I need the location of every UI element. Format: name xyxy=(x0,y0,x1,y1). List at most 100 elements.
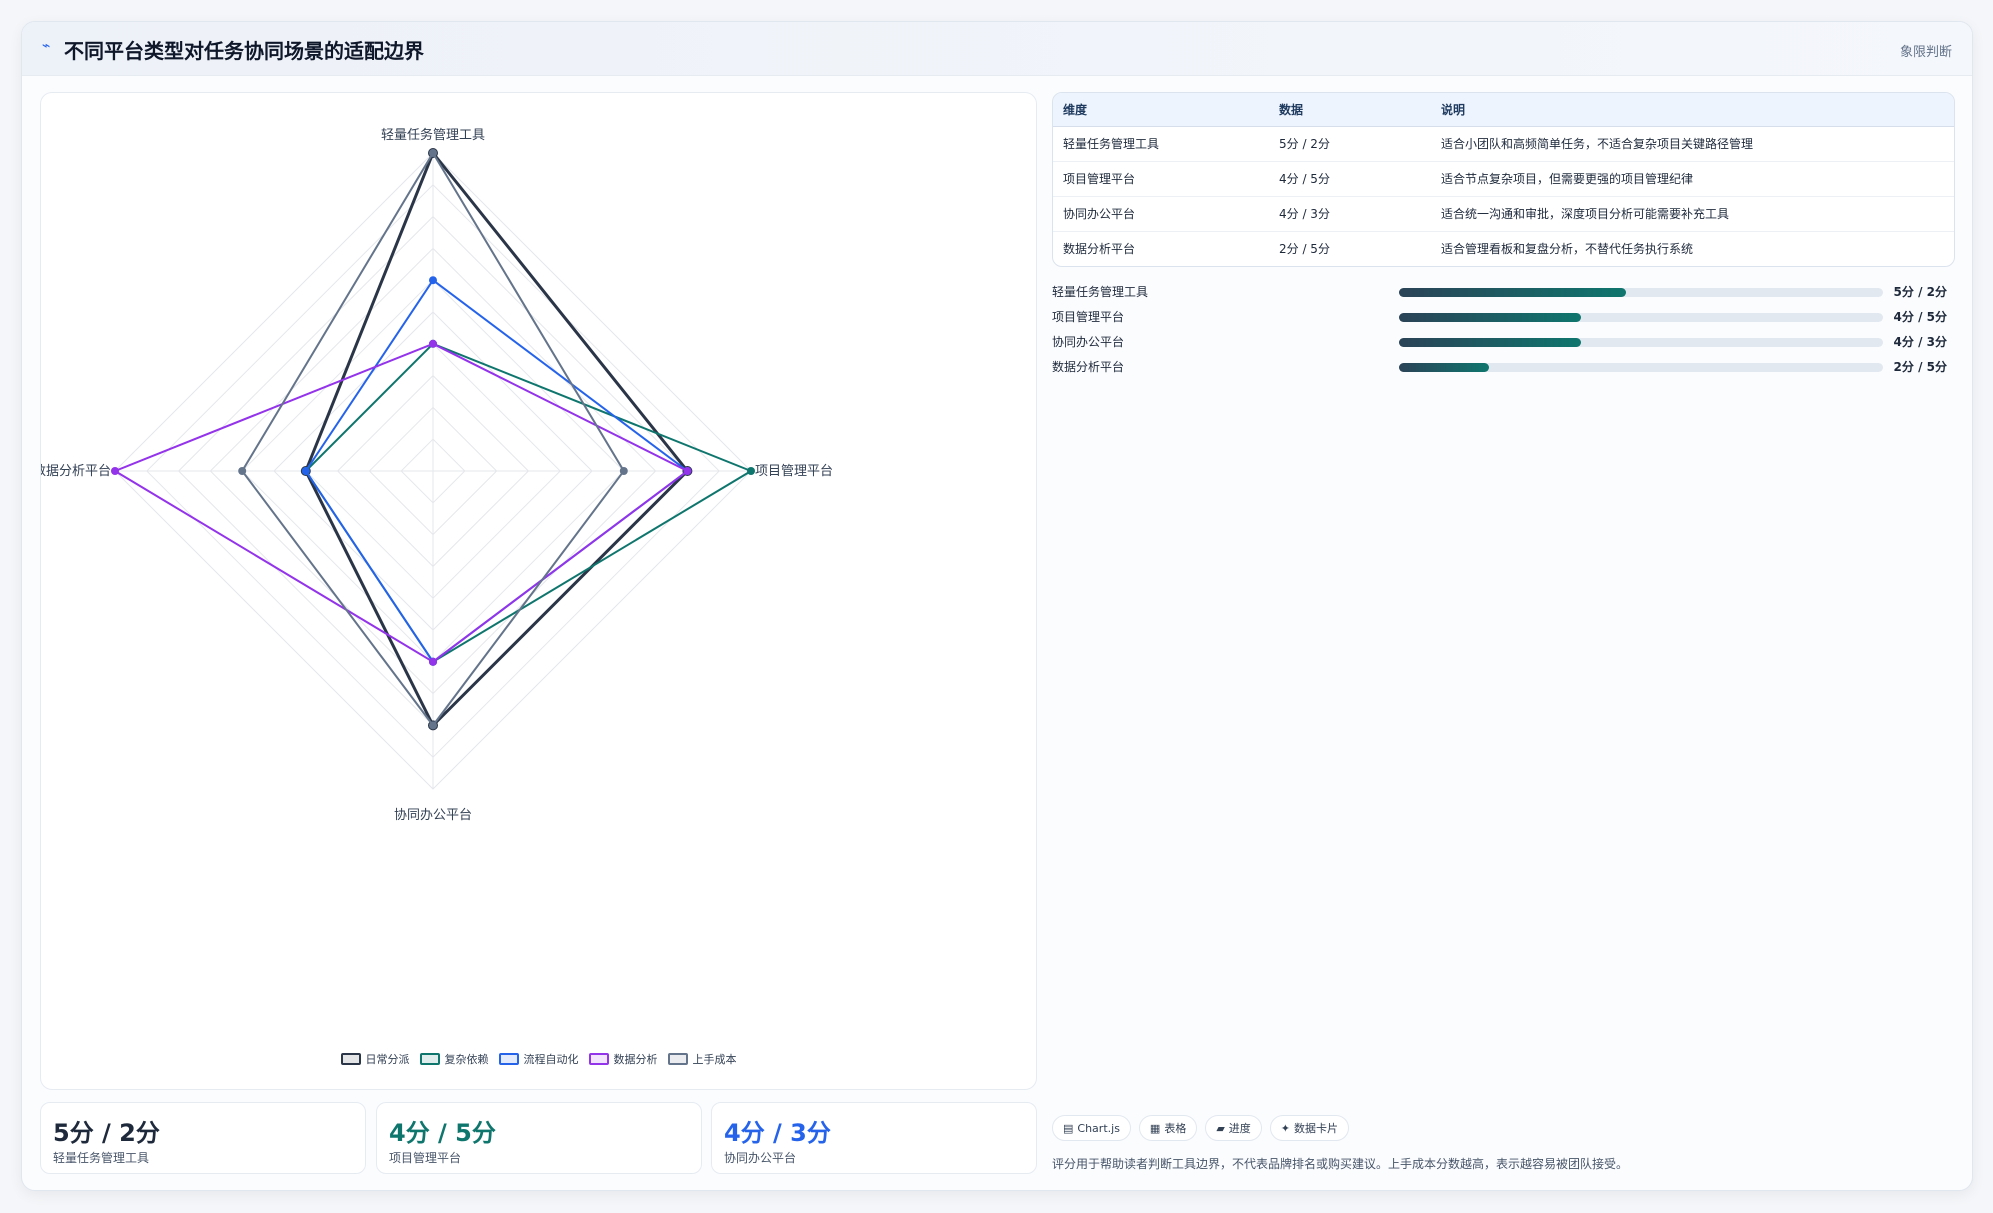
tech-chips: ▤ Chart.js ▦ 表格 ▰ 进度 ✦ 数据卡片 xyxy=(1052,1115,1350,1141)
data-point xyxy=(619,467,628,475)
progress-label: 协同办公平台 xyxy=(1052,335,1125,349)
legend-item[interactable]: 数据分析 xyxy=(588,1051,658,1067)
data-point xyxy=(301,467,310,475)
table-cell: 轻量任务管理工具 xyxy=(1053,126,1269,162)
progress-track xyxy=(1399,288,1883,297)
progress-value: 4分 / 5分 xyxy=(1893,310,1947,324)
progress-fill xyxy=(1399,313,1581,322)
data-point xyxy=(429,657,437,666)
progress-fill xyxy=(1399,363,1489,372)
progress-icon: ▰ xyxy=(1216,1121,1225,1135)
page-title: 不同平台类型对任务协同场景的适配边界 xyxy=(64,39,424,63)
column-header: 说明 xyxy=(1431,93,1954,127)
progress-row: 项目管理平台 4分 / 5分 xyxy=(1052,303,1955,328)
table-row: 轻量任务管理工具 5分 / 2分 适合小团队和高频简单任务，不适合复杂项目关键路… xyxy=(1053,126,1954,162)
kpi-card-3: 4分 / 3分 协同办公平台 xyxy=(711,1102,1037,1174)
kpi-value: 5分 / 2分 xyxy=(53,1119,160,1147)
table-cell: 适合统一沟通和审批，深度项目分析可能需要补充工具 xyxy=(1431,196,1954,232)
chip-card[interactable]: ✦ 数据卡片 xyxy=(1269,1115,1350,1141)
chip-label: 进度 xyxy=(1228,1122,1251,1135)
legend-swatch xyxy=(419,1053,440,1065)
kpi-label: 项目管理平台 xyxy=(389,1151,462,1165)
legend-swatch xyxy=(667,1053,688,1065)
legend-label: 复杂依赖 xyxy=(444,1053,489,1066)
progress-track xyxy=(1399,338,1883,347)
kpi-label: 协同办公平台 xyxy=(724,1151,797,1165)
kpi-label: 轻量任务管理工具 xyxy=(53,1151,150,1165)
kpi-card-1: 5分 / 2分 轻量任务管理工具 xyxy=(40,1102,366,1174)
progress-label: 数据分析平台 xyxy=(1052,360,1125,374)
progress-value: 2分 / 5分 xyxy=(1893,360,1947,374)
legend-item[interactable]: 日常分派 xyxy=(340,1051,410,1067)
axis-label: 协同办公平台 xyxy=(394,808,472,823)
progress-label: 轻量任务管理工具 xyxy=(1052,285,1149,299)
data-point xyxy=(429,149,437,157)
column-header: 数据 xyxy=(1269,93,1431,127)
legend-swatch xyxy=(498,1053,519,1065)
table-cell: 4分 / 5分 xyxy=(1269,161,1431,197)
kpi-value: 4分 / 3分 xyxy=(724,1119,831,1147)
chip-label: 表格 xyxy=(1164,1122,1187,1135)
table-cell: 项目管理平台 xyxy=(1053,161,1269,197)
legend-label: 流程自动化 xyxy=(523,1053,579,1066)
kpi-card-2: 4分 / 5分 项目管理平台 xyxy=(376,1102,702,1174)
table-row: 协同办公平台 4分 / 3分 适合统一沟通和审批，深度项目分析可能需要补充工具 xyxy=(1053,196,1954,232)
chip-progress[interactable]: ▰ 进度 xyxy=(1205,1115,1262,1141)
legend-item[interactable]: 复杂依赖 xyxy=(419,1051,489,1067)
legend-item[interactable]: 上手成本 xyxy=(667,1051,737,1067)
data-point xyxy=(683,467,692,475)
progress-value: 5分 / 2分 xyxy=(1893,285,1947,299)
table-cell: 适合节点复杂项目，但需要更强的项目管理纪律 xyxy=(1431,161,1954,197)
footnote: 评分用于帮助读者判断工具边界，不代表品牌排名或购买建议。上手成本分数越高，表示越… xyxy=(1052,1157,1629,1171)
axis-label: 项目管理平台 xyxy=(755,464,833,479)
table-icon: ▦ xyxy=(1149,1121,1161,1135)
legend-item[interactable]: 流程自动化 xyxy=(498,1051,579,1067)
header: ⌁ 不同平台类型对任务协同场景的适配边界 象限判断 xyxy=(22,22,1972,76)
progress-label: 项目管理平台 xyxy=(1052,310,1125,324)
trend-icon: ⌁ xyxy=(42,38,51,54)
legend-swatch xyxy=(340,1053,361,1065)
chip-table[interactable]: ▦ 表格 xyxy=(1138,1115,1198,1141)
table-cell: 数据分析平台 xyxy=(1063,242,1136,257)
progress-row: 协同办公平台 4分 / 3分 xyxy=(1052,328,1955,353)
progress-track xyxy=(1399,313,1883,322)
chart-legend: 日常分派 复杂依赖 流程自动化 数据分析 上手成本 xyxy=(41,1051,1036,1067)
progress-value: 4分 / 3分 xyxy=(1893,335,1947,349)
progress-row: 轻量任务管理工具 5分 / 2分 xyxy=(1052,278,1955,303)
dashboard-card: ⌁ 不同平台类型对任务协同场景的适配边界 象限判断 轻量任务管理工具 项目管理平台… xyxy=(21,21,1973,1191)
card-icon: ✦ xyxy=(1280,1121,1291,1135)
table-cell: 2分 / 5分 xyxy=(1279,242,1330,257)
chip-label: 数据卡片 xyxy=(1294,1122,1339,1135)
axis-label: 轻量任务管理工具 xyxy=(381,127,485,143)
table-header-row: 维度 数据 说明 xyxy=(1053,93,1954,127)
progress-fill xyxy=(1399,288,1627,297)
progress-track xyxy=(1399,363,1883,372)
table-cell: 适合小团队和高频简单任务，不适合复杂项目关键路径管理 xyxy=(1431,126,1954,162)
data-point xyxy=(429,276,437,285)
data-point xyxy=(429,339,437,348)
progress-fill xyxy=(1399,338,1581,347)
column-header: 维度 xyxy=(1053,93,1269,127)
data-point xyxy=(111,467,119,475)
table-cell: 协同办公平台 xyxy=(1053,196,1269,232)
table-cell: 适合管理看板和复盘分析，不替代任务执行系统 xyxy=(1441,242,1694,257)
legend-label: 上手成本 xyxy=(692,1053,737,1066)
legend-swatch xyxy=(588,1053,609,1065)
chart-icon: ▤ xyxy=(1063,1121,1074,1135)
legend-label: 数据分析 xyxy=(613,1053,658,1066)
data-point xyxy=(238,467,247,475)
table-row: 数据分析平台 2分 / 5分 适合管理看板和复盘分析，不替代任务执行系统 xyxy=(1053,231,1954,266)
table-row: 项目管理平台 4分 / 5分 适合节点复杂项目，但需要更强的项目管理纪律 xyxy=(1053,161,1954,197)
header-tag: 象限判断 xyxy=(1899,45,1952,60)
kpi-value: 4分 / 5分 xyxy=(389,1119,496,1147)
progress-row: 数据分析平台 2分 / 5分 xyxy=(1052,353,1955,378)
table-cell: 5分 / 2分 xyxy=(1269,126,1431,162)
chip-chart[interactable]: ▤ Chart.js xyxy=(1052,1115,1131,1141)
legend-label: 日常分派 xyxy=(365,1053,410,1066)
data-point xyxy=(747,467,755,475)
table-cell: 4分 / 3分 xyxy=(1269,196,1431,232)
axis-label: 数据分析平台 xyxy=(41,464,111,479)
chip-label: Chart.js xyxy=(1077,1121,1120,1135)
